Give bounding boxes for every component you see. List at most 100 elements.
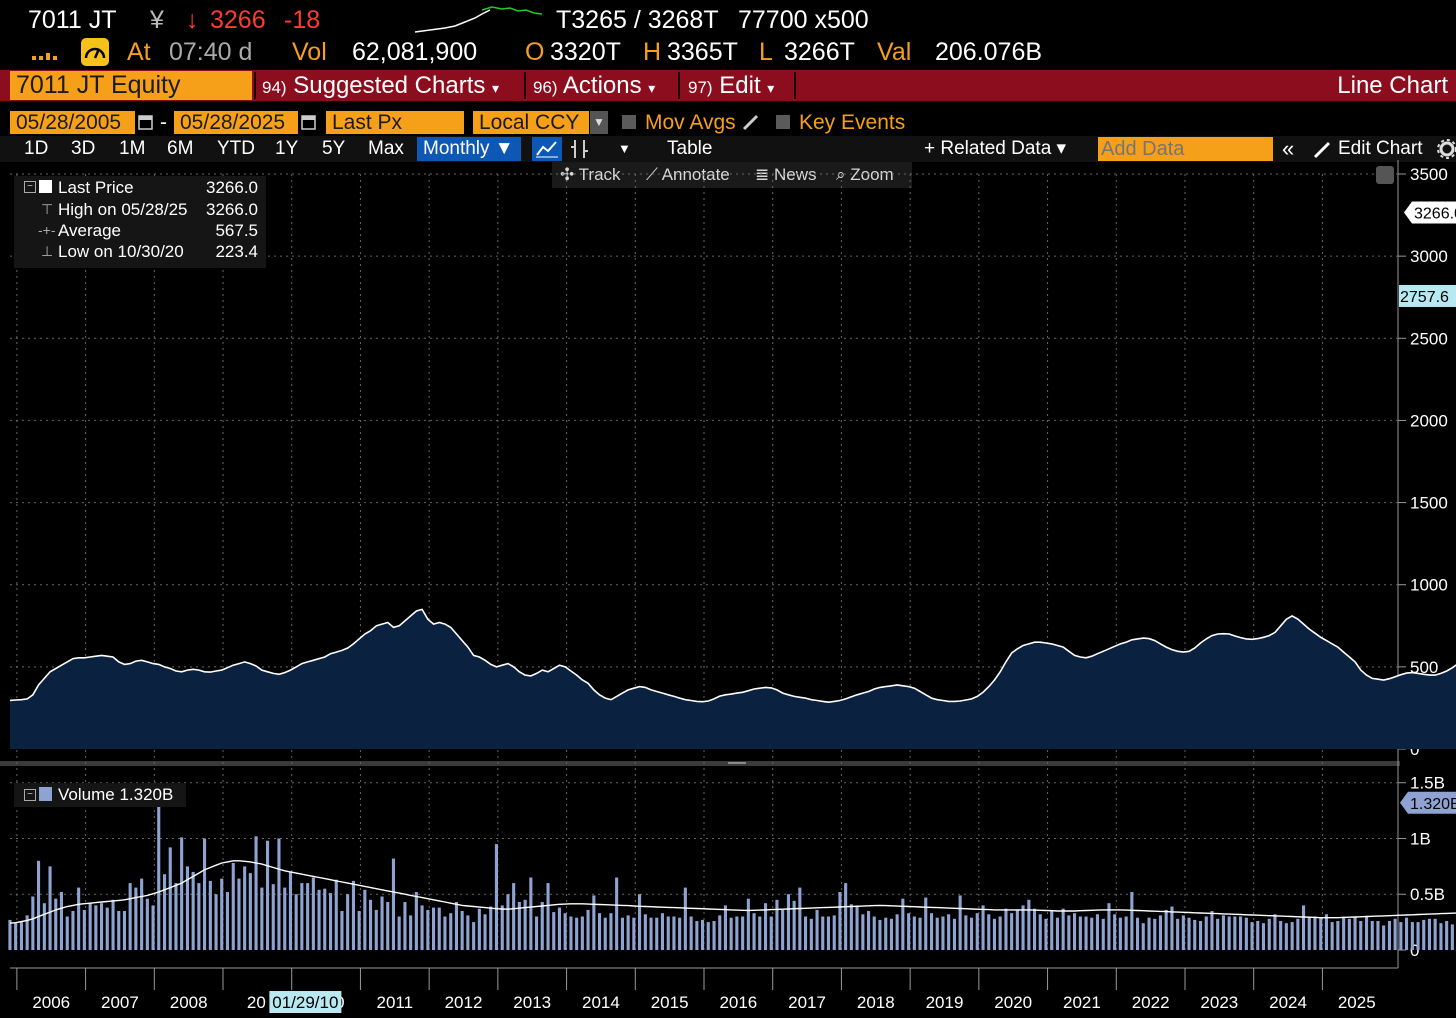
ticker-symbol: 7011 JT [28,6,117,34]
suggested-charts-menu[interactable]: 94) Suggested Charts ▾ [262,71,499,100]
legend-low-label: Low on 10/30/20 [58,242,184,261]
volume-bar [987,914,991,950]
volume-bar [861,914,865,950]
frequency-dropdown[interactable]: Monthly ▼ [417,137,521,161]
volume-bar [889,918,893,950]
volume-bar [798,887,802,950]
calendar-icon[interactable] [301,113,317,131]
volume-bar [403,902,407,950]
menu-divider [794,72,796,99]
volume-bar [706,922,710,950]
volume-bar [19,922,23,950]
volume-bar [540,902,544,950]
gear-icon[interactable] [1436,138,1456,160]
edit-chart-button[interactable]: Edit Chart [1338,138,1423,159]
volume-bar [1422,919,1426,950]
year-label: 20 [247,993,266,1012]
caret-down-icon: ▾ [648,80,656,96]
period-1d[interactable]: 1D [24,138,49,159]
panel-resize-handle [728,762,746,764]
security-field[interactable]: 7011 JT Equity [10,71,252,100]
period-5y[interactable]: 5Y [322,138,346,159]
volume-bar [523,899,527,950]
field-selector[interactable]: Last Px [326,111,464,134]
volume-badge-label: 1.320B [1410,796,1456,813]
legend-last-label: Last Price [58,178,134,197]
volume-bar [838,892,842,950]
start-date-field[interactable]: 05/28/2005 [10,111,135,134]
price-tick-label: 1000 [1410,576,1448,595]
zoom-tool[interactable]: ⌕ Zoom [836,165,894,184]
volume-bar [140,878,144,950]
menu-divider [678,72,680,99]
volume-bar [369,899,373,950]
actions-menu[interactable]: 96) Actions ▾ [533,71,655,100]
volume-bar [300,883,304,950]
table-button[interactable]: Table [667,138,713,159]
line-chart-icon[interactable] [532,137,562,161]
volume-bar [809,918,813,950]
add-data-input[interactable] [1098,137,1273,161]
volume-bar [1302,905,1306,950]
period-ytd[interactable]: YTD [217,138,255,159]
year-label: 2014 [582,993,620,1012]
key-events-checkbox[interactable] [776,115,790,129]
period-max[interactable]: Max [368,138,404,159]
collapse-legend-icon[interactable]: − [24,181,36,193]
volume-bar [552,912,556,950]
volume-bar [792,900,796,950]
chevron-down-icon[interactable]: ▼ [590,111,608,134]
related-data-button[interactable]: + Related Data ▾ [924,138,1067,159]
price-legend: − Last Price 3266.0 ⊤ High on 05/28/25 3… [14,176,266,268]
date-dash: - [160,111,167,134]
period-1m[interactable]: 1M [119,138,146,159]
volume-bar [1284,923,1288,950]
candlestick-icon[interactable] [568,137,592,161]
period-3d[interactable]: 3D [71,138,96,159]
volume-bar [117,911,121,950]
year-label: 2015 [651,993,689,1012]
calendar-icon[interactable] [138,113,154,131]
chart-style-caret-icon[interactable]: ▼ [618,141,631,156]
volume-bar [975,913,979,950]
mov-avgs-checkbox[interactable] [622,115,636,129]
volume-bar [683,887,687,950]
volume-bar [254,836,258,950]
volume-bar [1313,916,1317,950]
volume-moving-average-line [9,860,1456,924]
volume-badge [1400,791,1456,814]
volume-bar [483,914,487,950]
edit-menu[interactable]: 97) Edit ▾ [688,71,774,100]
low-value: 3266T [784,38,855,66]
price-tick-label: 2500 [1410,329,1448,348]
volume-bar [758,916,762,950]
currency-selector[interactable]: Local CCY [473,111,589,134]
volume-bar [1010,913,1014,950]
collapse-volume-legend-icon[interactable]: − [24,789,36,801]
edit-pencil-icon[interactable] [1312,138,1334,160]
news-tool[interactable]: ≣ News [755,165,817,184]
volume-bar [277,838,281,950]
volume-bar [8,919,12,950]
gauge-icon[interactable] [80,37,110,67]
year-label: 2024 [1269,993,1307,1012]
volume-bar [157,796,161,950]
period-1y[interactable]: 1Y [275,138,299,159]
price-tick-label: 3500 [1410,165,1448,184]
legend-high-label: High on 05/28/25 [58,200,188,219]
volume-bar [964,915,968,950]
pencil-icon[interactable] [741,112,761,132]
volume-value: 1.320B [119,785,174,804]
volume-bar [1176,918,1180,950]
volume-bar [672,916,676,950]
volume-bar [1015,909,1019,950]
volume-bar [1410,922,1414,950]
end-date-field[interactable]: 05/28/2025 [174,111,298,134]
volume-bar [414,892,418,950]
volume-bar [208,880,212,950]
key-events-label: Key Events [799,111,906,134]
news-label: News [773,165,817,184]
period-6m[interactable]: 6M [167,138,194,159]
collapse-icon[interactable]: « [1282,136,1295,161]
